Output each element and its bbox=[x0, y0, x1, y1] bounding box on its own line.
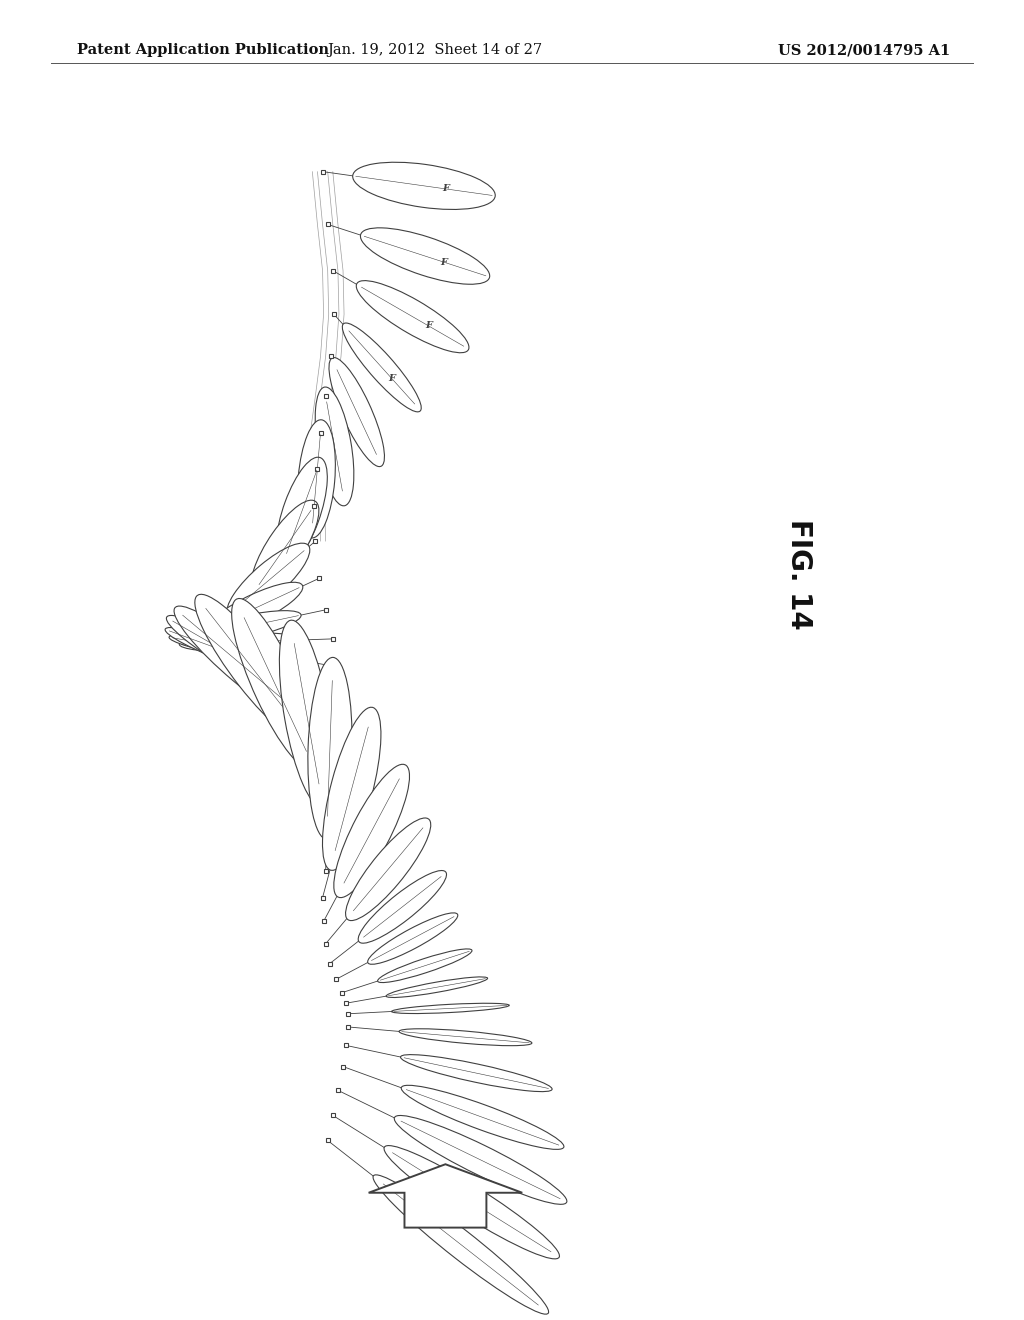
Ellipse shape bbox=[323, 708, 381, 870]
Text: F: F bbox=[425, 321, 432, 330]
Ellipse shape bbox=[391, 1003, 509, 1014]
Ellipse shape bbox=[373, 1175, 549, 1315]
Text: F: F bbox=[441, 185, 449, 193]
Ellipse shape bbox=[169, 635, 301, 663]
Ellipse shape bbox=[165, 627, 303, 681]
Ellipse shape bbox=[231, 598, 318, 771]
Ellipse shape bbox=[345, 818, 431, 920]
Ellipse shape bbox=[386, 977, 487, 998]
Ellipse shape bbox=[189, 611, 301, 643]
Ellipse shape bbox=[352, 162, 496, 210]
Ellipse shape bbox=[251, 500, 318, 595]
Polygon shape bbox=[369, 1164, 522, 1228]
Ellipse shape bbox=[378, 949, 472, 982]
Text: Patent Application Publication: Patent Application Publication bbox=[77, 44, 329, 57]
Ellipse shape bbox=[195, 594, 310, 743]
Ellipse shape bbox=[166, 615, 307, 701]
Ellipse shape bbox=[368, 913, 458, 965]
Ellipse shape bbox=[394, 1115, 567, 1204]
Ellipse shape bbox=[276, 457, 328, 566]
Ellipse shape bbox=[399, 1028, 531, 1045]
Text: FIG. 14: FIG. 14 bbox=[784, 519, 813, 630]
Ellipse shape bbox=[400, 1055, 552, 1092]
Ellipse shape bbox=[227, 543, 310, 618]
Ellipse shape bbox=[298, 420, 336, 539]
Ellipse shape bbox=[342, 323, 421, 412]
Ellipse shape bbox=[206, 582, 303, 635]
Ellipse shape bbox=[401, 1085, 564, 1150]
Text: F: F bbox=[389, 375, 395, 383]
Ellipse shape bbox=[308, 657, 352, 840]
Text: F: F bbox=[440, 257, 447, 267]
Ellipse shape bbox=[358, 870, 446, 944]
Ellipse shape bbox=[174, 606, 308, 722]
Ellipse shape bbox=[384, 1146, 559, 1259]
Text: Jan. 19, 2012  Sheet 14 of 27: Jan. 19, 2012 Sheet 14 of 27 bbox=[328, 44, 543, 57]
Ellipse shape bbox=[334, 764, 410, 898]
Ellipse shape bbox=[356, 281, 469, 352]
Ellipse shape bbox=[179, 632, 302, 652]
Ellipse shape bbox=[315, 387, 354, 506]
Ellipse shape bbox=[360, 228, 489, 284]
Ellipse shape bbox=[329, 358, 384, 466]
Text: US 2012/0014795 A1: US 2012/0014795 A1 bbox=[778, 44, 950, 57]
Ellipse shape bbox=[280, 620, 334, 808]
